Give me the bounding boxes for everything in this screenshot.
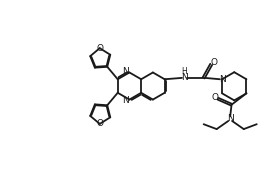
Text: H: H xyxy=(181,67,187,76)
Text: N: N xyxy=(227,114,233,123)
Text: N: N xyxy=(181,73,187,82)
Text: O: O xyxy=(96,44,103,53)
Text: O: O xyxy=(211,93,218,102)
Text: O: O xyxy=(96,119,103,128)
Text: N: N xyxy=(219,75,225,84)
Text: N: N xyxy=(122,67,129,76)
Text: N: N xyxy=(122,96,129,105)
Text: O: O xyxy=(211,58,218,67)
